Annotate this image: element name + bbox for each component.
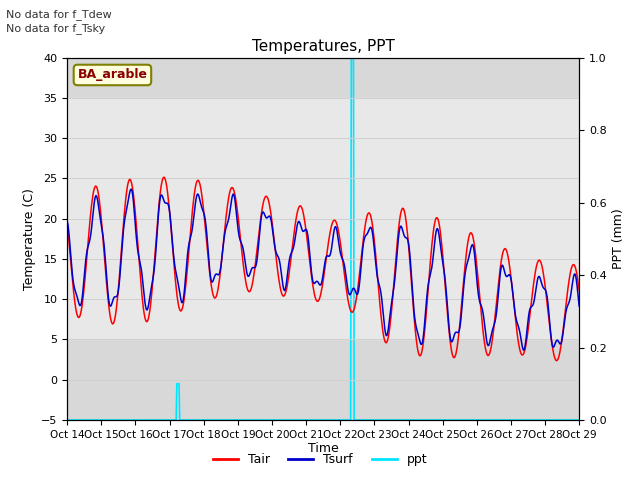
Text: BA_arable: BA_arable bbox=[77, 69, 147, 82]
Bar bbox=[67, 98, 579, 339]
X-axis label: Time: Time bbox=[308, 443, 339, 456]
Text: No data for f_Tsky: No data for f_Tsky bbox=[6, 23, 106, 34]
Legend: Tair, Tsurf, ppt: Tair, Tsurf, ppt bbox=[207, 448, 433, 471]
Y-axis label: Temperature (C): Temperature (C) bbox=[22, 188, 36, 290]
Title: Temperatures, PPT: Temperatures, PPT bbox=[252, 39, 395, 54]
Y-axis label: PPT (mm): PPT (mm) bbox=[612, 208, 625, 269]
Text: No data for f_Tdew: No data for f_Tdew bbox=[6, 9, 112, 20]
